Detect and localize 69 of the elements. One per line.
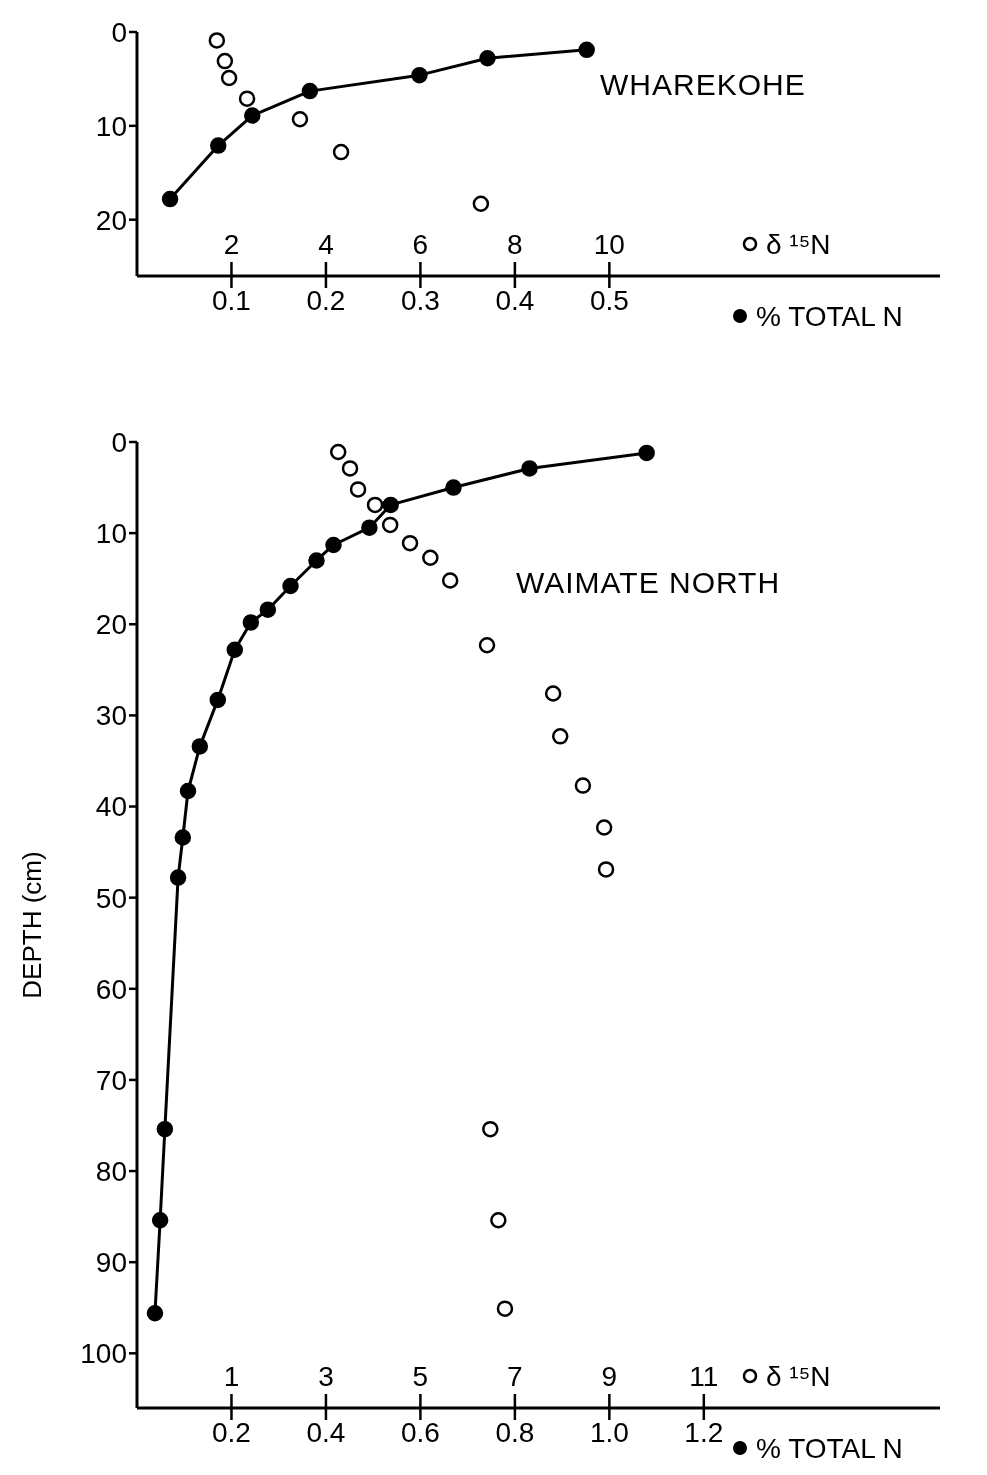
x-tick-label: 1.0 [589, 1416, 629, 1448]
point [325, 536, 342, 554]
x-tick-label: 0.6 [400, 1416, 440, 1448]
point [445, 479, 462, 496]
point [578, 41, 595, 59]
point [179, 782, 197, 800]
y-tick-label: 90 [95, 1247, 127, 1279]
point [301, 82, 319, 100]
y-tick-label: 20 [95, 204, 127, 236]
x-tick-label: 0.4 [495, 284, 535, 316]
y-tick-label: 100 [80, 1338, 127, 1370]
x2-tick-label: 7 [507, 1361, 523, 1392]
point [210, 137, 227, 154]
y-tick-label: 0 [111, 426, 127, 458]
x-tick-label: 0.2 [212, 1416, 251, 1448]
point [361, 519, 378, 536]
annotation: WAIMATE NORTH [516, 566, 781, 600]
x-tick-label: 0.1 [212, 284, 251, 316]
x-tick-label: 0.5 [589, 284, 629, 316]
point [259, 601, 277, 618]
y-tick-label: 10 [95, 518, 127, 550]
x2-tick-label: 5 [412, 1361, 429, 1392]
point [638, 444, 655, 462]
x2-tick-label: 10 [593, 229, 625, 260]
point [521, 460, 538, 477]
x-tick-label: 0.4 [306, 1416, 346, 1448]
point [226, 641, 244, 659]
y-tick-label: 50 [95, 882, 127, 914]
x2-tick-label: 6 [412, 229, 429, 260]
x2-tick-label: 11 [689, 1361, 719, 1392]
y-axis-title: DEPTH (cm) [17, 851, 48, 999]
point [479, 50, 496, 67]
x-tick-label: 0.2 [306, 284, 346, 316]
y-tick-label: 70 [95, 1064, 127, 1096]
point [382, 496, 399, 514]
x2-tick-label: 2 [223, 229, 240, 260]
point [411, 66, 428, 84]
point [191, 738, 209, 755]
x-axis-title: % TOTAL N [756, 1433, 903, 1464]
x2-tick-label: 9 [601, 1361, 618, 1392]
point [169, 869, 187, 886]
x2-tick-label: 1 [223, 1361, 240, 1392]
x2-tick-label: 3 [318, 1361, 334, 1392]
point [282, 577, 299, 595]
y-tick-label: 40 [95, 791, 127, 823]
point [242, 614, 260, 631]
point [146, 1304, 164, 1322]
point [174, 829, 192, 846]
x2-axis-title: δ ¹⁵N [766, 1361, 831, 1392]
y-tick-label: 10 [95, 110, 127, 142]
y-tick-label: 30 [95, 700, 127, 732]
point [151, 1212, 169, 1229]
annotation: WHAREKOHE [600, 68, 806, 102]
x-tick-label: 0.8 [495, 1416, 535, 1448]
point [161, 190, 179, 208]
x2-axis-title: δ ¹⁵N [766, 229, 831, 260]
point [244, 107, 261, 124]
y-tick-label: 80 [95, 1156, 127, 1187]
y-tick-label: 0 [111, 16, 127, 48]
x2-tick-label: 4 [318, 229, 334, 260]
y-tick-label: 60 [95, 973, 127, 1005]
point [308, 552, 325, 569]
point [156, 1120, 174, 1138]
y-tick-label: 20 [95, 609, 127, 641]
x-tick-label: 0.3 [400, 284, 440, 316]
point [209, 691, 227, 709]
x-tick-label: 1.2 [684, 1416, 724, 1448]
x2-tick-label: 8 [507, 229, 523, 260]
x-axis-title: % TOTAL N [756, 301, 903, 332]
